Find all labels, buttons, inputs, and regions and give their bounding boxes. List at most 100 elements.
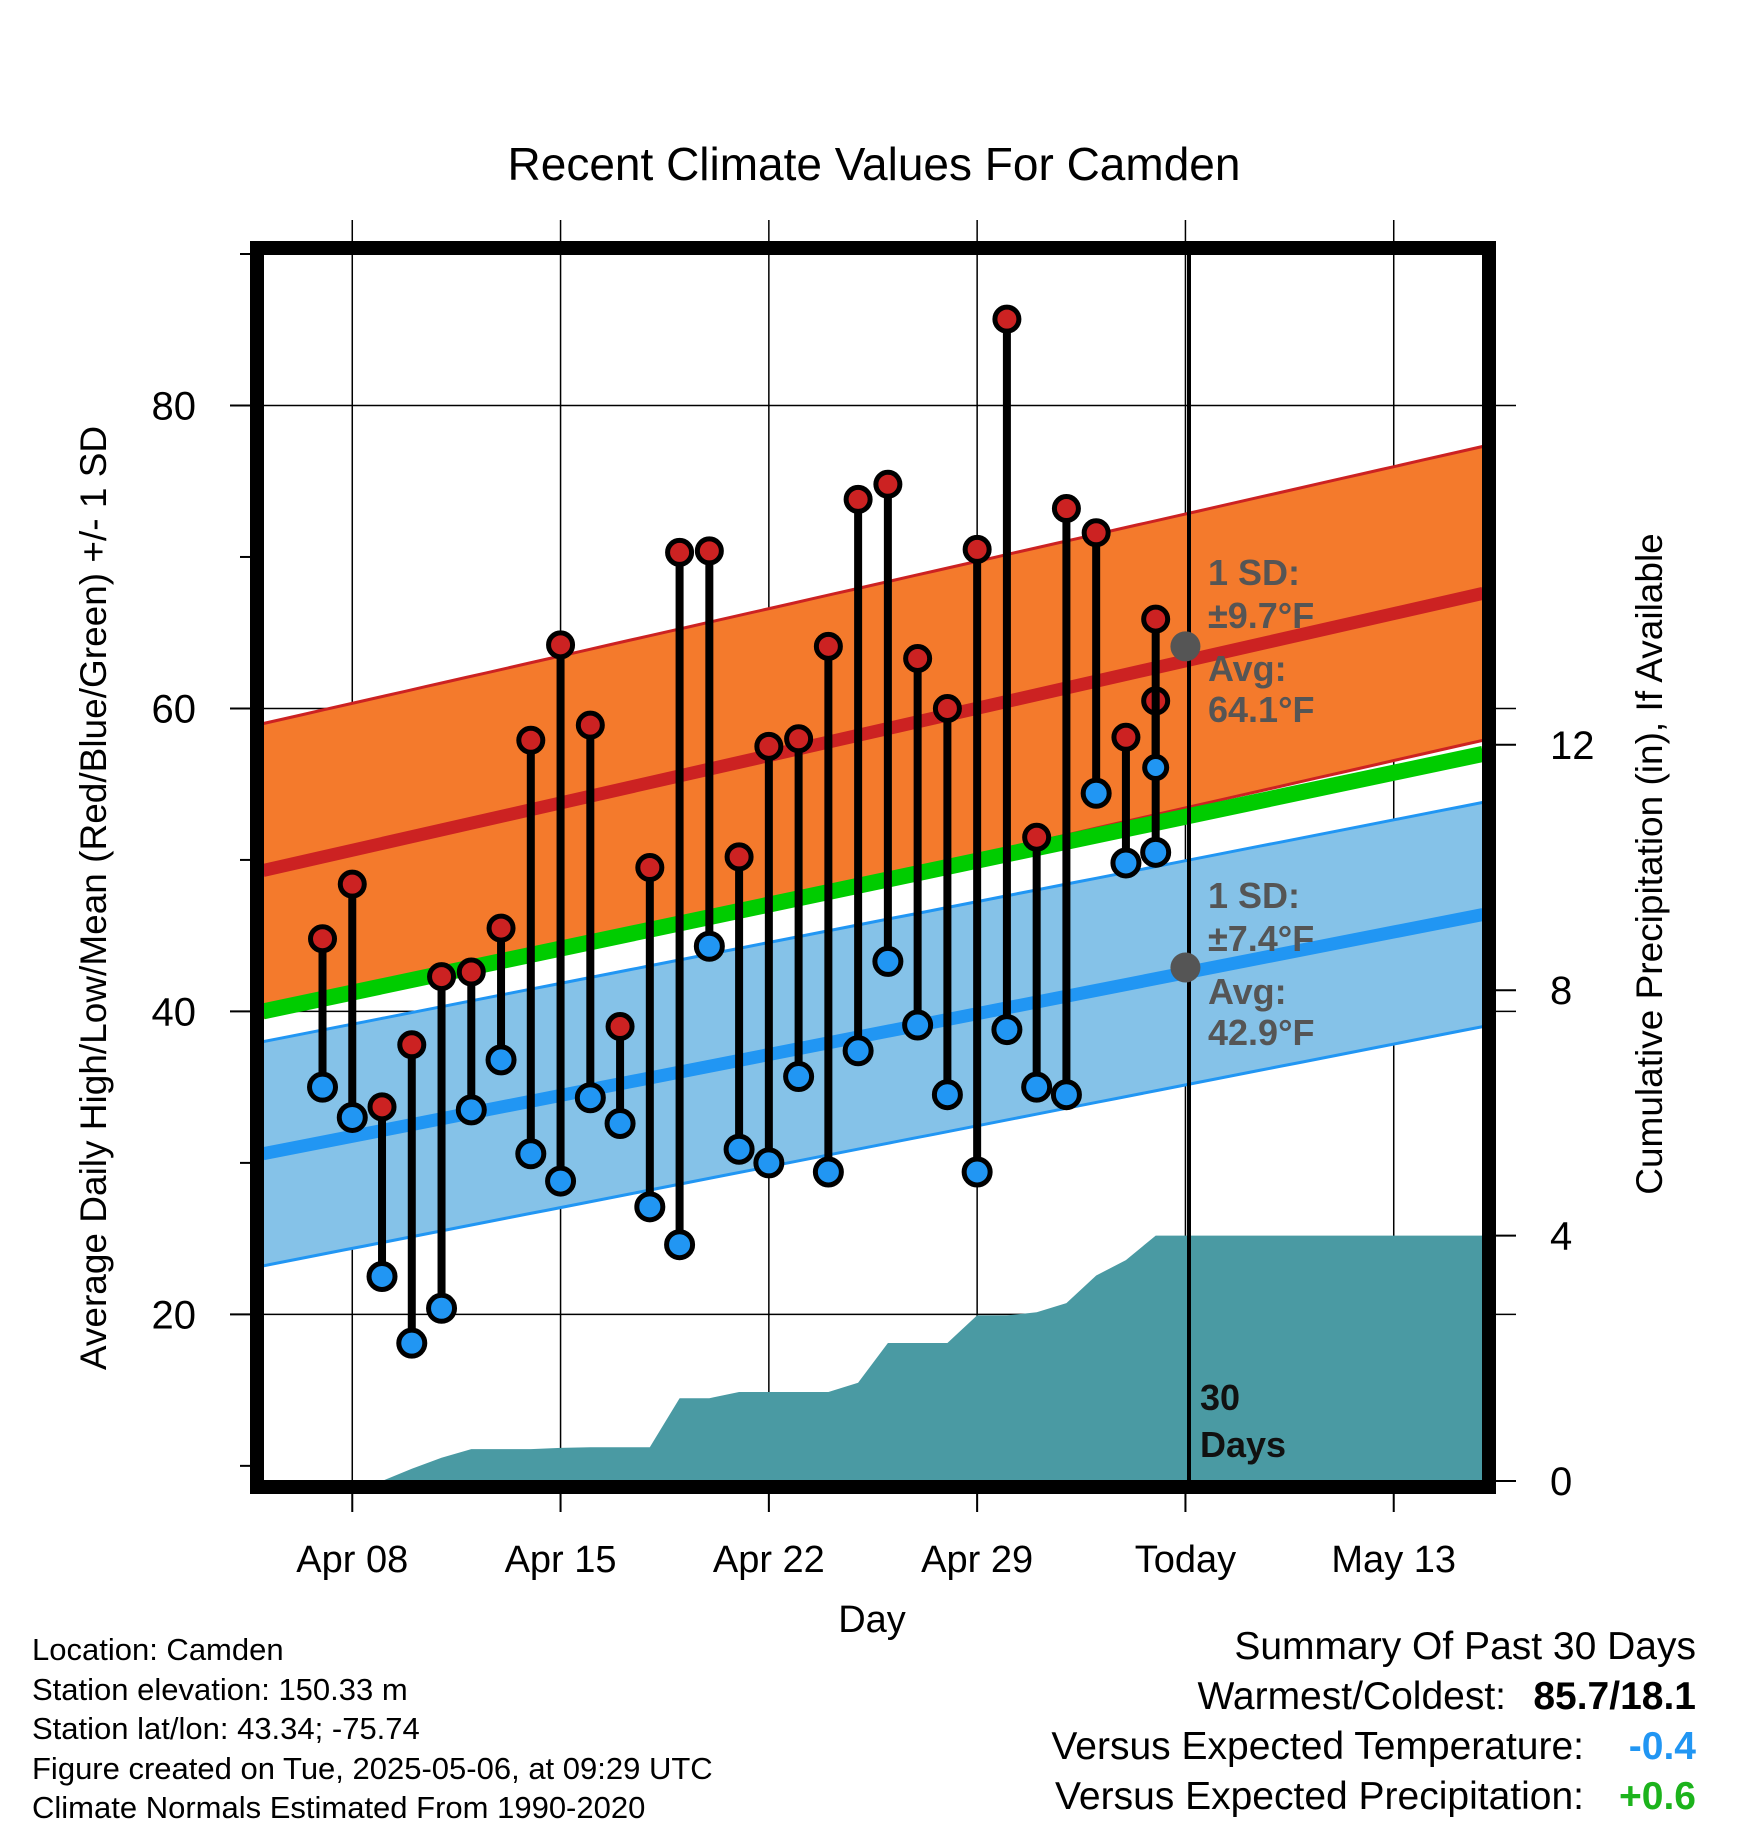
low-sd-value: ±7.4°F: [1208, 918, 1314, 959]
y-axis-left-label: Average Daily High/Low/Mean (Red/Blue/Gr…: [73, 426, 114, 1370]
daily-high-point: [754, 731, 784, 761]
daily-high-point: [1141, 604, 1171, 634]
low-average-marker: [1170, 952, 1201, 983]
high-avg-label: Avg:: [1208, 648, 1287, 689]
daily-high-point: [575, 710, 605, 740]
daily-low-point: [783, 1061, 815, 1093]
daily-low-point: [396, 1327, 428, 1359]
daily-low-point: [515, 1138, 547, 1170]
daily-low-point: [455, 1094, 487, 1126]
daily-high-point: [605, 1012, 635, 1042]
days-unit-label: Days: [1200, 1424, 1286, 1465]
daily-low-point: [574, 1082, 606, 1114]
daily-high-point: [932, 693, 962, 723]
daily-high-point: [367, 1092, 397, 1122]
daily-low-point: [842, 1035, 874, 1067]
daily-low-point: [753, 1147, 785, 1179]
daily-low-point: [872, 945, 904, 977]
daily-low-point: [1110, 847, 1142, 879]
daily-low-point: [1050, 1079, 1082, 1111]
daily-low-point: [931, 1079, 963, 1111]
summary-precipitation: Versus Expected Precipitation: +0.6: [1051, 1772, 1696, 1822]
daily-low-point: [1140, 836, 1172, 868]
low-avg-value: 42.9°F: [1208, 1012, 1314, 1053]
daily-high-point: [1111, 722, 1141, 752]
created-text: Figure created on Tue, 2025-05-06, at 09…: [32, 1750, 713, 1786]
precip-deviation-value: +0.6: [1619, 1775, 1696, 1818]
y-axis-right-label: Cumulative Precipitation (in), If Availa…: [1629, 533, 1670, 1195]
low-avg-label: Avg:: [1208, 971, 1287, 1012]
elevation-text: Station elevation: 150.33 m: [32, 1671, 408, 1707]
daily-low-point: [426, 1292, 458, 1324]
x-tick-label: Apr 08: [296, 1539, 408, 1581]
summary-title: Summary Of Past 30 Days: [1234, 1625, 1696, 1668]
x-tick-label: Apr 29: [921, 1539, 1033, 1581]
y-left-tick-label: 20: [152, 1293, 197, 1337]
normals-text: Climate Normals Estimated From 1990-2020: [32, 1790, 646, 1825]
summary-temperature: Versus Expected Temperature: -0.4: [1051, 1722, 1696, 1772]
precip-deviation-label: Versus Expected Precipitation:: [1055, 1775, 1584, 1818]
low-band-upper-edge: [263, 800, 1483, 1044]
days-count-label: 30: [1200, 1377, 1240, 1418]
precipitation-area: [263, 1235, 1483, 1481]
y-left-tick-label: 80: [152, 384, 197, 428]
high-sd-value: ±9.7°F: [1208, 595, 1314, 636]
high-band-upper-edge: [263, 444, 1483, 726]
daily-high-point: [397, 1030, 427, 1060]
latlon-text: Station lat/lon: 43.34; -75.74: [32, 1711, 420, 1746]
x-tick-label: May 13: [1331, 1539, 1456, 1581]
summary-warmest-coldest: Warmest/Coldest: 85.7/18.1: [1051, 1672, 1696, 1722]
summary-panel: Summary Of Past 30 Days Warmest/Coldest:…: [1051, 1622, 1696, 1822]
daily-high-point: [337, 869, 367, 899]
daily-high-point: [665, 537, 695, 567]
daily-high-point: [813, 631, 843, 661]
daily-high-point: [903, 643, 933, 673]
daily-high-point: [694, 536, 724, 566]
daily-low-point: [634, 1191, 666, 1223]
daily-low-point: [693, 930, 725, 962]
daily-low-point: [336, 1101, 368, 1133]
axes: Apr 08 Apr 15 Apr 22 Apr 29 Today May 13 20 40 6…: [152, 253, 1595, 1581]
high-sd-label: 1 SD:: [1208, 552, 1300, 593]
daily-low-point: [1080, 777, 1112, 809]
daily-high-point: [427, 962, 457, 992]
annotations: 1 SD: ±9.7°F Avg: 64.1°F 1 SD: ±7.4°F Av…: [1170, 552, 1314, 1465]
y-right-tick-label: 12: [1550, 724, 1595, 768]
warmest-coldest-label: Warmest/Coldest:: [1197, 1675, 1506, 1718]
daily-low-point: [664, 1229, 696, 1261]
x-tick-label: Today: [1135, 1539, 1236, 1581]
high-avg-value: 64.1°F: [1208, 689, 1314, 730]
y-left-tick-label: 60: [152, 687, 197, 731]
daily-low-point: [485, 1044, 517, 1076]
high-average-marker: [1170, 631, 1201, 662]
daily-high-point: [1022, 822, 1052, 852]
station-info: Location: Camden Station elevation: 150.…: [32, 1630, 713, 1828]
daily-high-point: [962, 534, 992, 564]
low-band-lower-edge: [263, 1025, 1483, 1268]
daily-low-point: [961, 1156, 993, 1188]
daily-high-point: [784, 724, 814, 754]
daily-low-point: [902, 1009, 934, 1041]
temp-deviation-value: -0.4: [1628, 1725, 1696, 1768]
daily-high-point: [873, 469, 903, 499]
daily-high-point: [992, 304, 1022, 334]
daily-high-point: [516, 725, 546, 755]
daily-low-point: [991, 1014, 1023, 1046]
daily-low-point: [366, 1261, 398, 1292]
low-sd-label: 1 SD:: [1208, 875, 1300, 916]
warmest-coldest-value: 85.7/18.1: [1533, 1675, 1696, 1718]
daily-high-point: [486, 913, 516, 943]
chart-title: Recent Climate Values For Camden: [508, 138, 1241, 190]
daily-low-point: [812, 1156, 844, 1188]
daily-high-point: [1051, 493, 1081, 523]
daily-high-low-sticks: [307, 304, 1172, 1359]
daily-low-point: [1021, 1071, 1053, 1103]
daily-high-point: [546, 630, 576, 660]
x-tick-label: Apr 15: [505, 1539, 617, 1581]
daily-high-point: [843, 484, 873, 514]
daily-high-point: [724, 842, 754, 872]
daily-low-point: [545, 1165, 577, 1197]
x-tick-label: Apr 22: [713, 1539, 825, 1581]
y-left-tick-label: 40: [152, 990, 197, 1034]
location-text: Location: Camden: [32, 1632, 284, 1667]
